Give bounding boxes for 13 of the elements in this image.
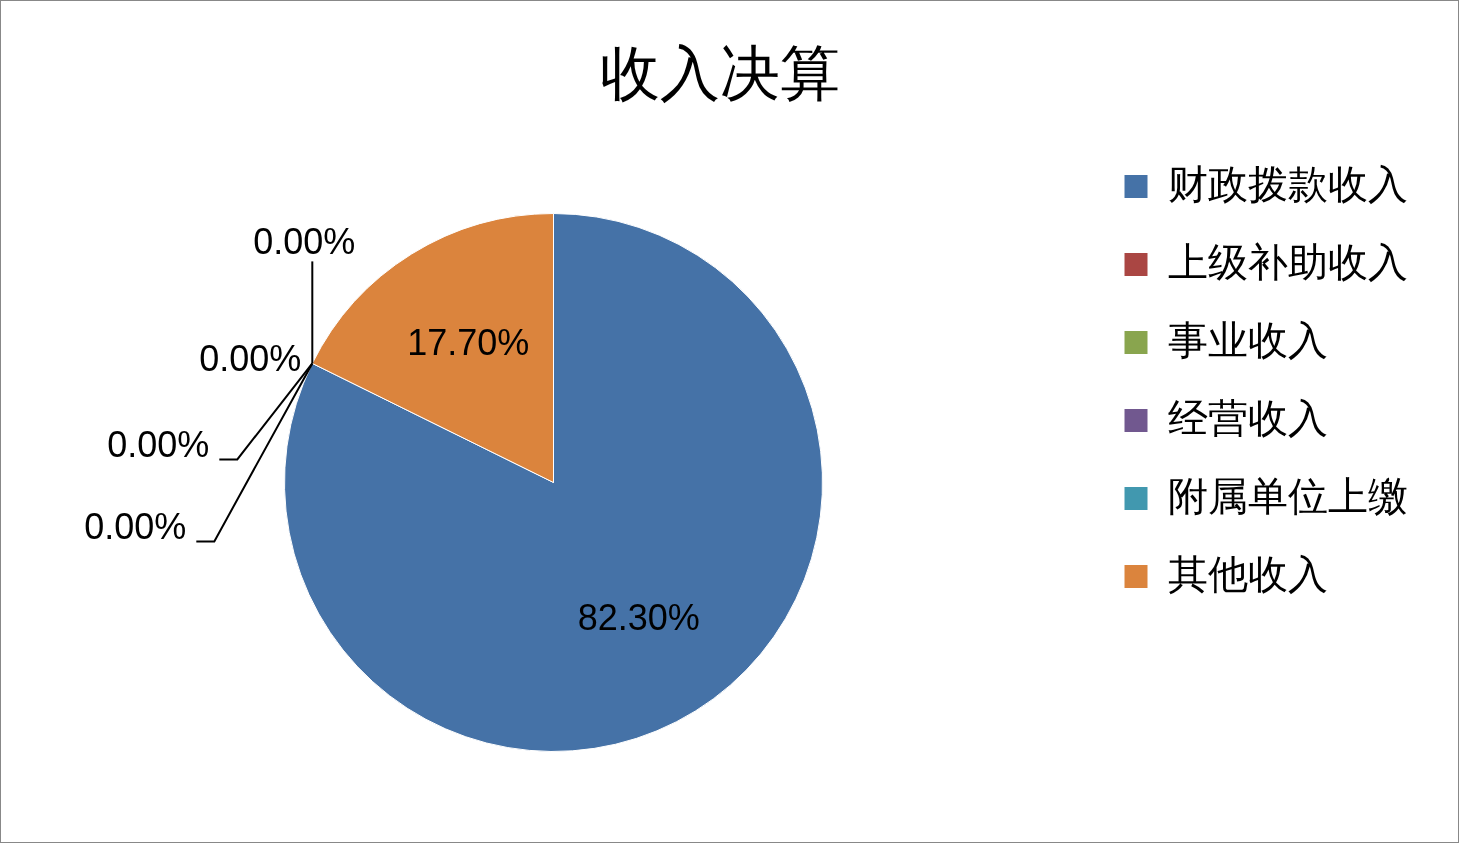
data-label: 17.70% [407, 322, 530, 364]
legend-label: 附属单位上缴 [1168, 473, 1408, 518]
data-label: 82.30% [577, 596, 700, 638]
text: 0.00% [199, 338, 302, 380]
legend-label: 财政拨款收入 [1168, 161, 1408, 206]
legend-label: 事业收入 [1168, 317, 1328, 362]
chart-title: 收入决算 [599, 39, 840, 107]
text: 0.00% [107, 424, 210, 466]
text: 0.00% [253, 221, 356, 263]
text: 0.00% [84, 506, 187, 548]
legend-label: 经营收入 [1168, 395, 1328, 440]
legend-label: 上级补助收入 [1168, 239, 1408, 284]
legend-label: 其他收入 [1168, 551, 1328, 596]
